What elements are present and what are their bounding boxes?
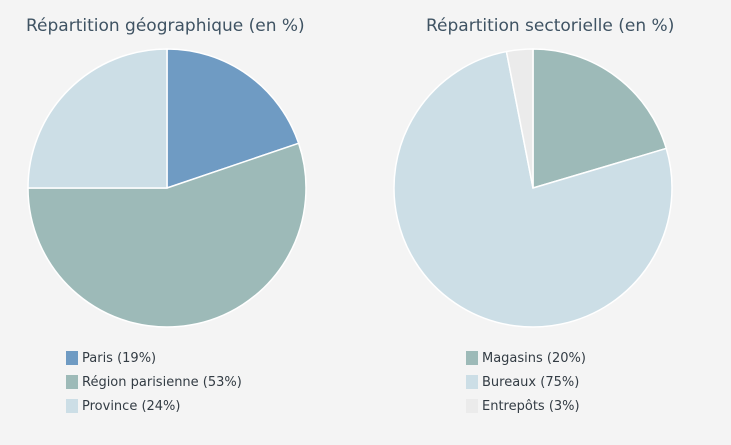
legend-item: Paris (19%) bbox=[66, 346, 242, 370]
legend-label: Région parisienne (53%) bbox=[82, 374, 242, 390]
legend-label: Magasins (20%) bbox=[482, 350, 586, 366]
sector-chart-panel: Répartition sectorielle (en %) Magasins … bbox=[366, 0, 731, 445]
legend-item: Province (24%) bbox=[66, 394, 242, 418]
legend: Magasins (20%) Bureaux (75%) Entrepôts (… bbox=[466, 346, 586, 418]
geographic-chart-panel: Répartition géographique (en %) Paris (1… bbox=[0, 0, 365, 445]
legend-item: Entrepôts (3%) bbox=[466, 394, 586, 418]
pie-slice bbox=[27, 142, 307, 328]
pie-slice bbox=[27, 48, 168, 189]
legend: Paris (19%) Région parisienne (53%) Prov… bbox=[66, 346, 242, 418]
pie-chart bbox=[393, 48, 673, 328]
pie-chart bbox=[27, 48, 307, 328]
pie-slice bbox=[166, 48, 300, 190]
legend-label: Bureaux (75%) bbox=[482, 374, 580, 390]
legend-item: Bureaux (75%) bbox=[466, 370, 586, 394]
legend-item: Magasins (20%) bbox=[466, 346, 586, 370]
pie-slice bbox=[393, 50, 673, 328]
pie-slice bbox=[532, 48, 668, 190]
chart-title: Répartition sectorielle (en %) bbox=[426, 16, 675, 36]
legend-label: Province (24%) bbox=[82, 398, 181, 414]
legend-item: Région parisienne (53%) bbox=[66, 370, 242, 394]
legend-swatch bbox=[466, 399, 478, 413]
legend-swatch bbox=[466, 351, 478, 365]
legend-label: Paris (19%) bbox=[82, 350, 157, 366]
legend-swatch bbox=[466, 375, 478, 389]
legend-swatch bbox=[66, 375, 78, 389]
legend-swatch bbox=[66, 351, 78, 365]
pie-slice bbox=[505, 48, 534, 189]
chart-title: Répartition géographique (en %) bbox=[26, 16, 305, 36]
legend-label: Entrepôts (3%) bbox=[482, 398, 580, 414]
legend-swatch bbox=[66, 399, 78, 413]
